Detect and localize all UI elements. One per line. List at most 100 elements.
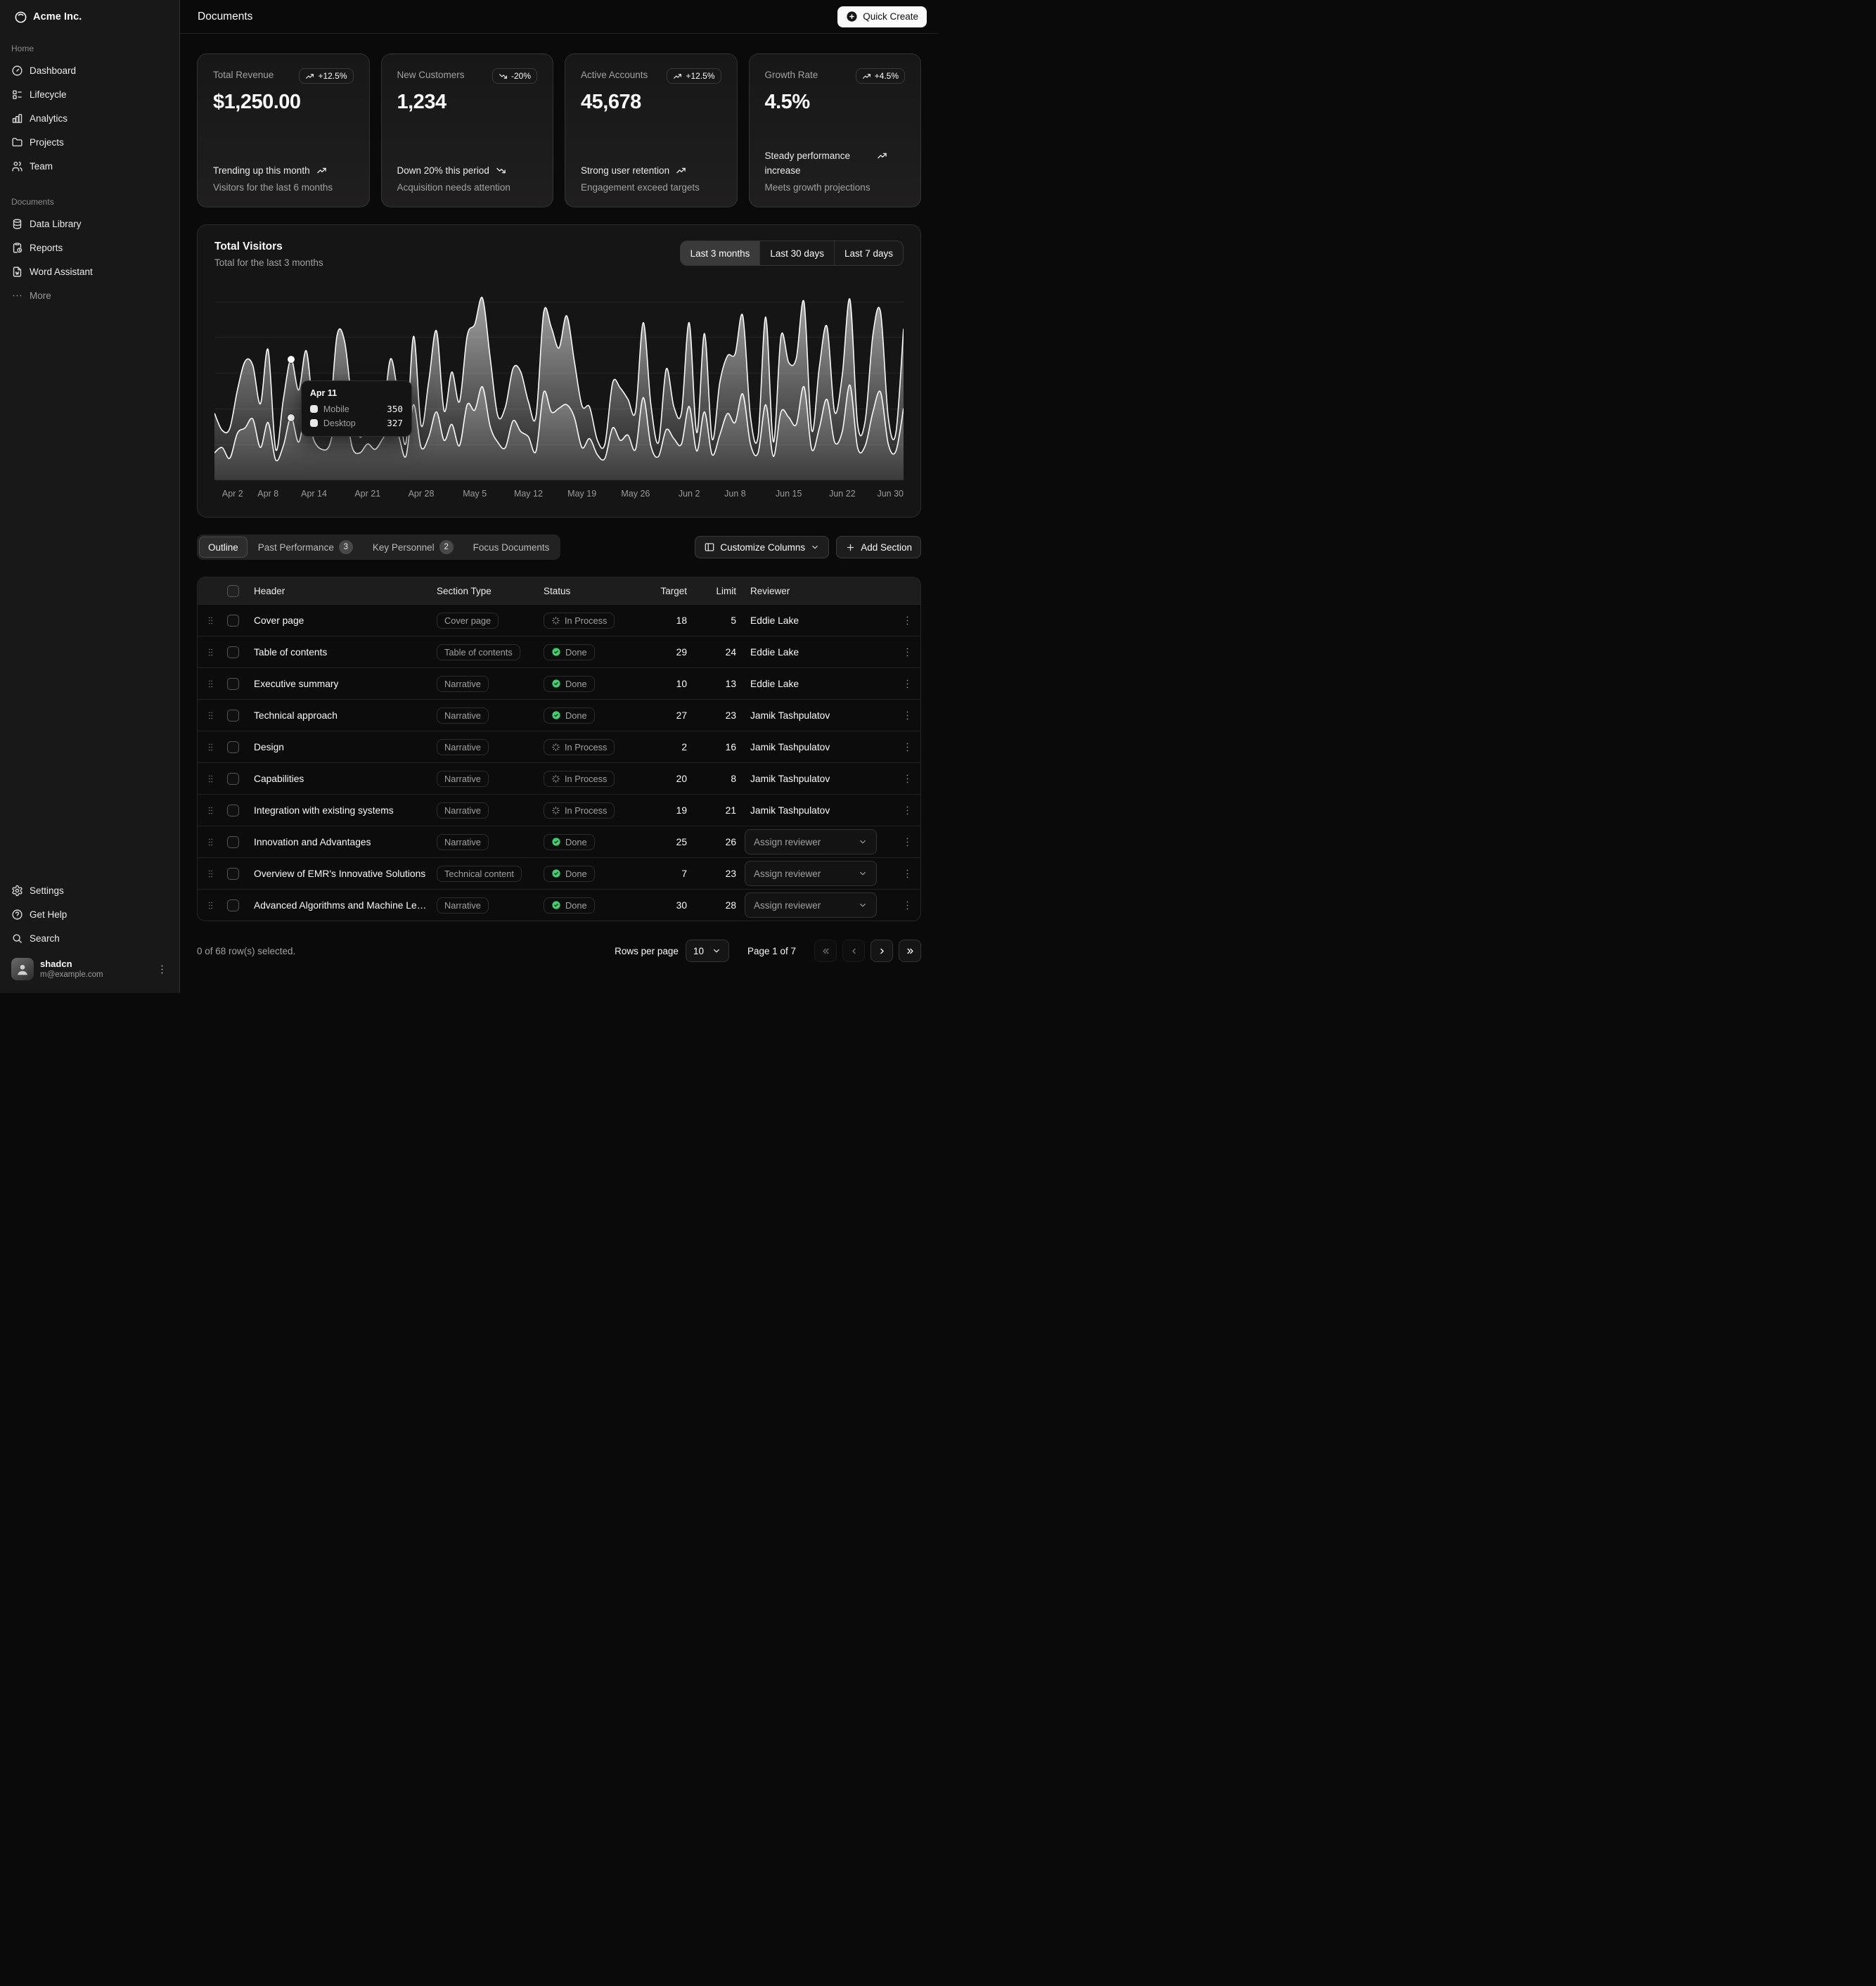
tab-past-performance[interactable]: Past Performance 3 [249,537,362,558]
limit-value[interactable]: 13 [726,679,736,689]
quick-create-button[interactable]: Quick Create [837,6,927,27]
row-title[interactable]: Table of contents [254,647,327,658]
sidebar-item-more[interactable]: More [6,284,174,307]
range-last-7-days[interactable]: Last 7 days [834,241,903,265]
stat-description: Visitors for the last 6 months [213,182,354,193]
row-menu-button[interactable] [899,612,916,629]
target-value[interactable]: 20 [676,774,687,784]
row-menu-button[interactable] [899,707,916,724]
sidebar-item-team[interactable]: Team [6,155,174,177]
select-all-checkbox[interactable] [227,585,239,597]
sidebar-item-search[interactable]: Search [6,927,174,949]
assign-reviewer-select[interactable]: Assign reviewer [745,892,877,918]
area-chart[interactable]: Apr 11 Mobile 350 Desktop 327 [214,283,904,480]
sidebar-item-analytics[interactable]: Analytics [6,107,174,129]
dots_v-icon [901,615,913,627]
target-value[interactable]: 27 [676,710,687,721]
row-checkbox[interactable] [227,741,239,753]
drag-handle[interactable] [202,774,219,784]
drag-handle[interactable] [202,679,219,689]
row-title[interactable]: Executive summary [254,679,338,689]
add-section-button[interactable]: Add Section [836,536,921,558]
view-tabs: Outline Past Performance 3 Key Personnel… [197,534,560,560]
drag-handle[interactable] [202,900,219,911]
sidebar-item-settings[interactable]: Settings [6,879,174,902]
row-title[interactable]: Design [254,742,284,752]
drag-handle[interactable] [202,869,219,879]
limit-value[interactable]: 23 [726,710,736,721]
dashboard-icon [11,65,23,77]
limit-value[interactable]: 5 [731,615,736,626]
sidebar-item-data-library[interactable]: Data Library [6,212,174,235]
sidebar-item-get-help[interactable]: Get Help [6,903,174,925]
row-menu-button[interactable] [899,675,916,693]
row-checkbox[interactable] [227,899,239,911]
tab-outline[interactable]: Outline [199,537,248,558]
customize-columns-button[interactable]: Customize Columns [695,536,829,558]
row-title[interactable]: Innovation and Advantages [254,837,371,847]
sidebar-header: Acme Inc. [0,0,179,34]
row-checkbox[interactable] [227,773,239,785]
row-checkbox[interactable] [227,710,239,722]
drag-handle[interactable] [202,837,219,847]
row-checkbox[interactable] [227,615,239,627]
next-page-button[interactable] [870,940,893,962]
row-title[interactable]: Cover page [254,615,304,626]
sidebar-item-reports[interactable]: Reports [6,236,174,259]
row-checkbox[interactable] [227,836,239,848]
limit-value[interactable]: 24 [726,647,736,658]
row-menu-button[interactable] [899,897,916,914]
row-menu-button[interactable] [899,833,916,851]
limit-value[interactable]: 23 [726,869,736,879]
row-menu-button[interactable] [899,643,916,661]
drag-handle[interactable] [202,615,219,626]
row-title[interactable]: Capabilities [254,774,304,784]
x-tick-label: Jun 2 [679,489,700,499]
org-switcher[interactable]: Acme Inc. [8,8,87,27]
range-last-3-months[interactable]: Last 3 months [681,241,760,265]
drag-handle[interactable] [202,742,219,752]
row-title[interactable]: Integration with existing systems [254,805,394,816]
row-title[interactable]: Overview of EMR's Innovative Solutions [254,869,425,879]
limit-value[interactable]: 26 [726,837,736,847]
target-value[interactable]: 29 [676,647,687,658]
sidebar-item-word-assistant[interactable]: Word Assistant [6,260,174,283]
row-menu-button[interactable] [899,738,916,756]
drag-handle[interactable] [202,647,219,658]
limit-value[interactable]: 16 [726,742,736,752]
assign-reviewer-select[interactable]: Assign reviewer [745,861,877,886]
target-value[interactable]: 18 [676,615,687,626]
sidebar-item-dashboard[interactable]: Dashboard [6,59,174,82]
limit-value[interactable]: 21 [726,805,736,816]
status-badge: Done [544,834,595,850]
target-value[interactable]: 19 [676,805,687,816]
user-menu[interactable]: shadcn m@example.com [6,954,174,985]
row-menu-button[interactable] [899,802,916,819]
row-checkbox[interactable] [227,805,239,816]
target-value[interactable]: 2 [681,742,687,752]
range-last-30-days[interactable]: Last 30 days [759,241,834,265]
row-title[interactable]: Technical approach [254,710,338,721]
assign-reviewer-select[interactable]: Assign reviewer [745,829,877,854]
row-checkbox[interactable] [227,646,239,658]
row-menu-button[interactable] [899,770,916,788]
rows-per-page-select[interactable]: 10 [686,940,729,962]
sidebar-item-projects[interactable]: Projects [6,131,174,153]
drag-handle[interactable] [202,710,219,721]
tab-key-personnel[interactable]: Key Personnel 2 [364,537,463,558]
target-value[interactable]: 25 [676,837,687,847]
row-checkbox[interactable] [227,868,239,880]
target-value[interactable]: 10 [676,679,687,689]
target-value[interactable]: 30 [676,900,687,911]
sidebar-item-lifecycle[interactable]: Lifecycle [6,83,174,105]
row-menu-button[interactable] [899,865,916,883]
trend_up-icon [676,165,686,176]
tab-focus-documents[interactable]: Focus Documents [464,537,559,558]
row-title[interactable]: Advanced Algorithms and Machine Learning [254,900,428,911]
drag-handle[interactable] [202,805,219,816]
limit-value[interactable]: 8 [731,774,736,784]
row-checkbox[interactable] [227,678,239,690]
target-value[interactable]: 7 [681,869,687,879]
last-page-button[interactable] [899,940,921,962]
limit-value[interactable]: 28 [726,900,736,911]
